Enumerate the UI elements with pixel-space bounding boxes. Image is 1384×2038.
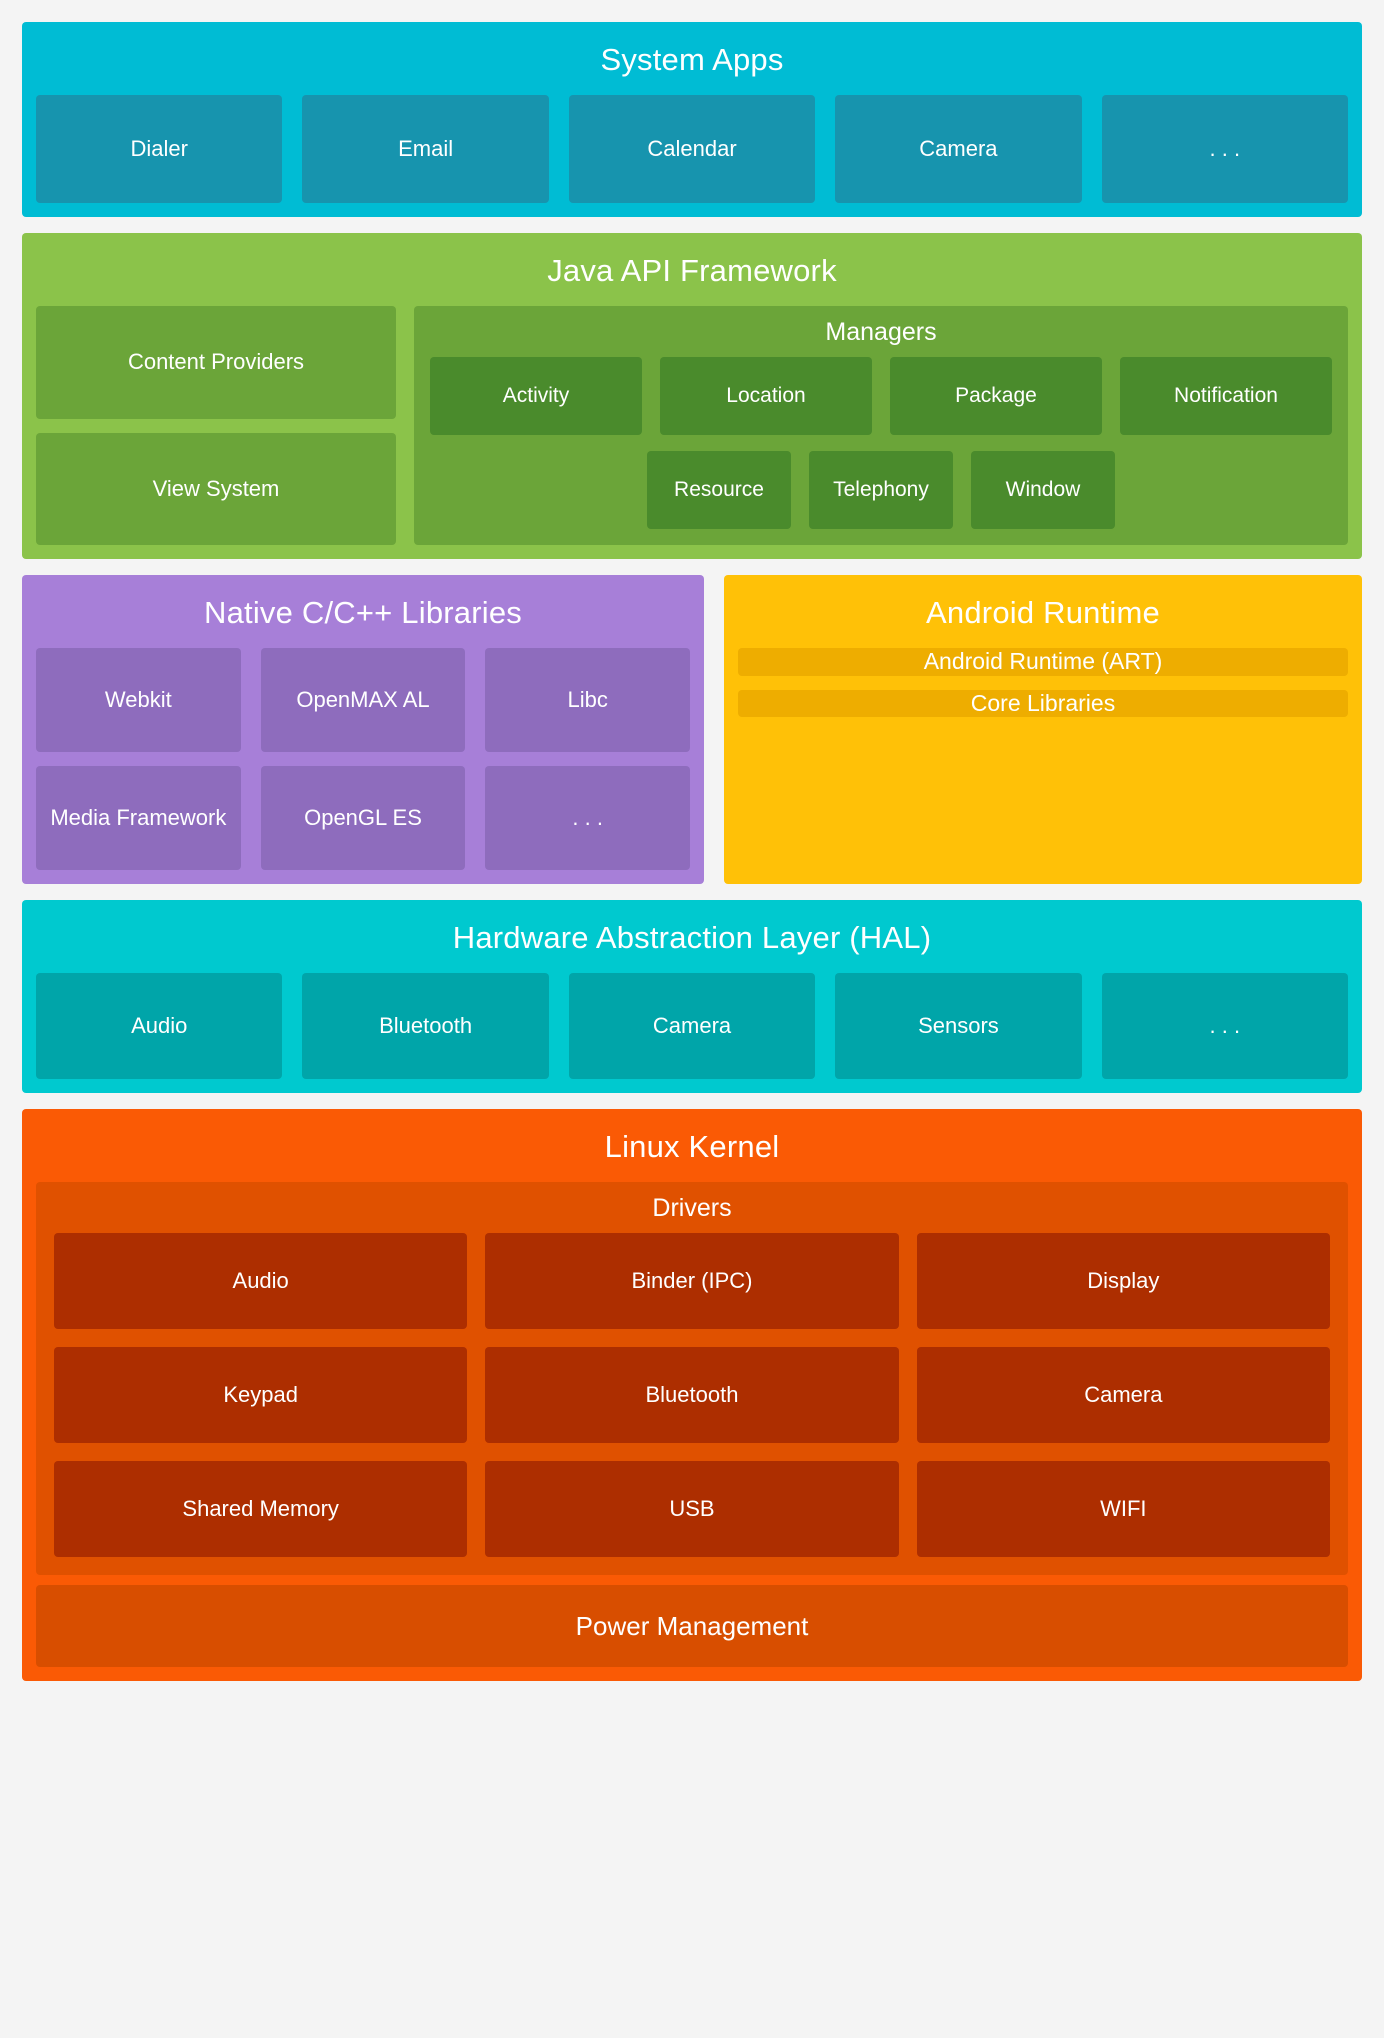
tile-media-framework[interactable]: Media Framework <box>36 766 241 870</box>
managers-row-1: Activity Location Package Notification <box>414 357 1348 451</box>
tile-android-runtime-art[interactable]: Android Runtime (ART) <box>738 648 1348 676</box>
tile-view-system[interactable]: View System <box>36 432 396 545</box>
layer-hardware-abstraction-layer: Hardware Abstraction Layer (HAL) Audio B… <box>22 900 1362 1093</box>
tile-telephony-manager[interactable]: Telephony <box>809 451 953 529</box>
layer-java-api-framework: Java API Framework Content Providers Vie… <box>22 233 1362 559</box>
tile-driver-keypad[interactable]: Keypad <box>54 1347 468 1443</box>
layer-native-libraries: Native C/C++ Libraries Webkit OpenMAX AL… <box>22 575 704 884</box>
tile-activity-manager[interactable]: Activity <box>430 357 642 435</box>
drivers-panel: Drivers Audio Binder (IPC) Display Keypa… <box>36 1182 1348 1575</box>
drivers-grid: Audio Binder (IPC) Display Keypad Blueto… <box>36 1233 1348 1575</box>
system-apps-tile-row: Dialer Email Calendar Camera . . . <box>22 95 1362 217</box>
layer-title-native-libraries: Native C/C++ Libraries <box>204 595 522 630</box>
managers-title: Managers <box>825 318 937 346</box>
tile-core-libraries[interactable]: Core Libraries <box>738 689 1348 718</box>
tile-openmax-al[interactable]: OpenMAX AL <box>260 648 466 752</box>
layer-title-linux-kernel: Linux Kernel <box>604 1129 780 1164</box>
tile-camera[interactable]: Camera <box>835 95 1082 203</box>
java-api-left-column: Content Providers View System <box>36 306 396 545</box>
layer-title-android-runtime: Android Runtime <box>926 595 1160 630</box>
tile-driver-bluetooth[interactable]: Bluetooth <box>485 1347 899 1443</box>
tile-webkit[interactable]: Webkit <box>36 648 241 752</box>
layer-android-runtime: Android Runtime Android Runtime (ART) Co… <box>724 575 1362 884</box>
tile-driver-shared-memory[interactable]: Shared Memory <box>54 1461 468 1557</box>
tile-resource-manager[interactable]: Resource <box>647 451 791 529</box>
tile-package-manager[interactable]: Package <box>890 357 1102 435</box>
drivers-title: Drivers <box>652 1194 732 1222</box>
android-runtime-column: Android Runtime (ART) Core Libraries <box>724 648 1362 731</box>
tile-dialer[interactable]: Dialer <box>36 95 283 203</box>
tile-libc[interactable]: Libc <box>485 648 691 752</box>
tile-driver-wifi[interactable]: WIFI <box>916 1461 1330 1557</box>
tile-power-management[interactable]: Power Management <box>36 1585 1348 1667</box>
tile-notification-manager[interactable]: Notification <box>1120 357 1332 435</box>
tile-driver-usb[interactable]: USB <box>485 1461 899 1557</box>
layer-title-hal: Hardware Abstraction Layer (HAL) <box>452 920 932 955</box>
layer-system-apps: System Apps Dialer Email Calendar Camera… <box>22 22 1362 217</box>
native-libraries-row-1: Webkit OpenMAX AL Libc <box>22 648 704 766</box>
tile-location-manager[interactable]: Location <box>660 357 872 435</box>
tile-driver-camera[interactable]: Camera <box>916 1347 1330 1443</box>
tile-opengl-es[interactable]: OpenGL ES <box>260 766 466 870</box>
tile-hal-bluetooth[interactable]: Bluetooth <box>302 973 549 1079</box>
tile-calendar[interactable]: Calendar <box>568 95 816 203</box>
tile-native-libraries-ellipsis[interactable]: . . . <box>485 766 691 870</box>
layer-linux-kernel: Linux Kernel Drivers Audio Binder (IPC) … <box>22 1109 1362 1681</box>
managers-panel: Managers Activity Location Package Notif… <box>414 306 1348 545</box>
native-libraries-row-2: Media Framework OpenGL ES . . . <box>22 766 704 884</box>
hal-tile-row: Audio Bluetooth Camera Sensors . . . <box>22 973 1362 1093</box>
java-api-body: Content Providers View System Managers A… <box>22 306 1362 559</box>
layer-title-system-apps: System Apps <box>600 42 784 77</box>
tile-driver-binder-ipc[interactable]: Binder (IPC) <box>485 1233 899 1329</box>
tile-hal-audio[interactable]: Audio <box>36 973 283 1079</box>
managers-row-2: Resource Telephony Window <box>414 451 1348 545</box>
tile-driver-audio[interactable]: Audio <box>54 1233 468 1329</box>
tile-system-apps-ellipsis[interactable]: . . . <box>1101 95 1349 203</box>
tile-hal-ellipsis[interactable]: . . . <box>1101 973 1349 1079</box>
tile-window-manager[interactable]: Window <box>971 451 1115 529</box>
middle-band: Native C/C++ Libraries Webkit OpenMAX AL… <box>22 575 1362 884</box>
tile-driver-display[interactable]: Display <box>916 1233 1330 1329</box>
tile-email[interactable]: Email <box>302 95 549 203</box>
tile-hal-sensors[interactable]: Sensors <box>835 973 1082 1079</box>
tile-hal-camera[interactable]: Camera <box>568 973 816 1079</box>
layer-title-java-api-framework: Java API Framework <box>547 253 837 288</box>
tile-content-providers[interactable]: Content Providers <box>36 306 396 419</box>
